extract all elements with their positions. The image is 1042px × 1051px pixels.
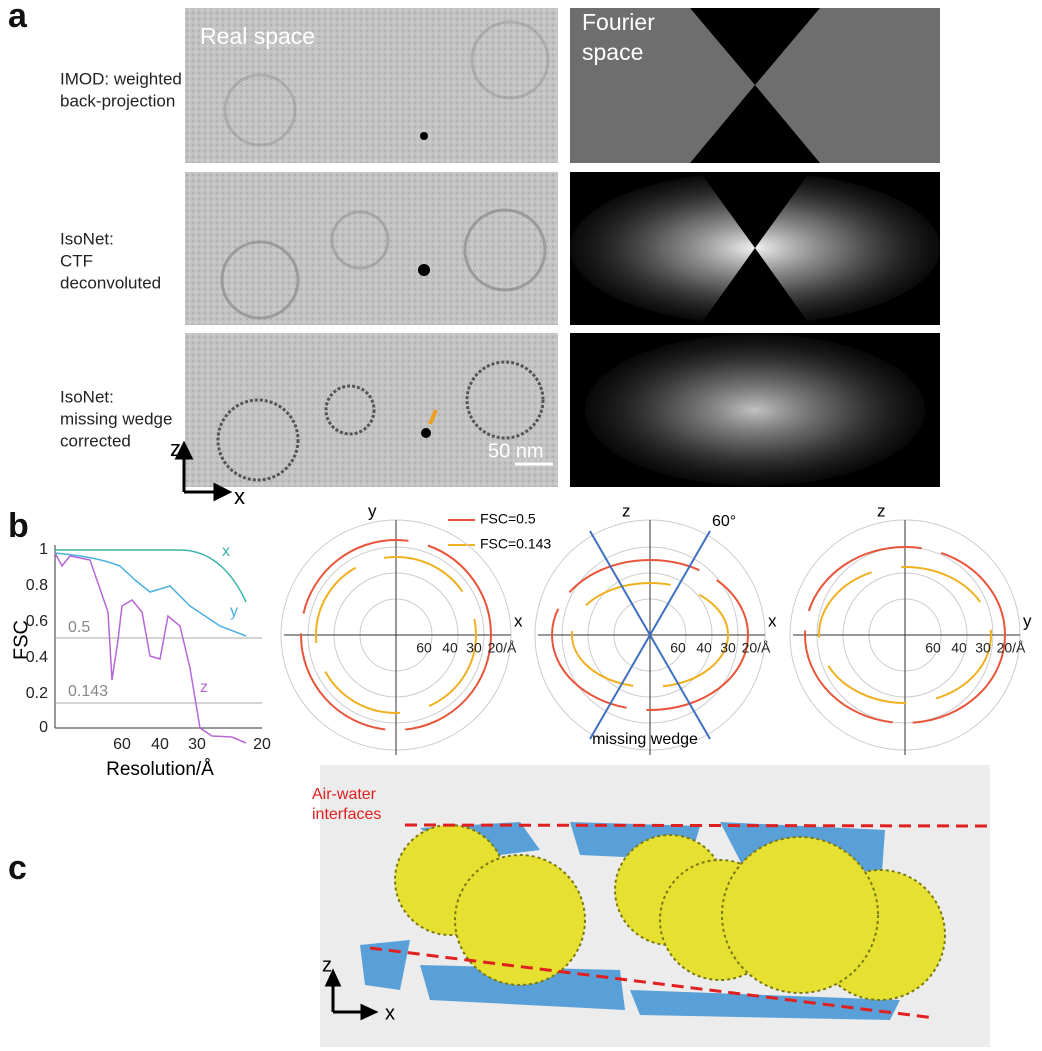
fsc-contour	[300, 539, 492, 731]
column-title: Real space	[200, 23, 315, 49]
x-tick-label: 20	[253, 736, 271, 753]
axis-arrows	[324, 968, 379, 1021]
threshold-label: 0.5	[68, 619, 90, 636]
panel-label: b	[8, 507, 29, 545]
ring-label: 30	[466, 640, 482, 656]
axis-title: Resolution/Å	[106, 759, 214, 780]
row-label: missing wedge	[60, 409, 172, 428]
y-tick-label: 0.8	[26, 577, 48, 594]
gold-bead	[420, 132, 428, 140]
tomogram-image	[185, 8, 558, 163]
column-title: space	[582, 39, 643, 65]
fsc-contour	[551, 559, 749, 711]
gold-bead	[421, 428, 431, 438]
ring-label: 60	[925, 640, 941, 656]
axis-label: x	[768, 611, 777, 630]
wedge-line	[589, 530, 711, 740]
fourier-images	[570, 8, 940, 487]
ring-label: 40	[442, 640, 458, 656]
legend-entry: FSC=0.143	[480, 536, 551, 552]
fsc-contour	[804, 546, 1006, 724]
panel-label: a	[8, 0, 28, 35]
annotation: interfaces	[312, 806, 381, 823]
x-tick-label: 40	[151, 736, 169, 753]
ring-label: 40	[696, 640, 712, 656]
ring-label: 20/Å	[997, 640, 1026, 656]
row-label: IMOD: weighted	[60, 69, 182, 88]
segmentation-render	[320, 765, 991, 1047]
axis-label: y	[1023, 611, 1032, 630]
axis-label: x	[514, 611, 523, 630]
real-space-images	[185, 8, 558, 487]
y-tick-label: 0.6	[26, 613, 48, 630]
fsc-contour	[315, 556, 477, 714]
arrow	[428, 409, 438, 425]
tomogram-image	[185, 333, 558, 487]
row-label: CTF	[60, 251, 93, 270]
curve-label: y	[230, 603, 238, 620]
fsc-contour	[571, 582, 729, 688]
note: missing wedge	[592, 731, 698, 748]
polar-plots: y x 60 40 30 20/Å 60° missing wedge z x 60 40 30 20/Å…	[280, 501, 1032, 755]
curve-label: x	[222, 543, 230, 560]
row-label: back-projection	[60, 91, 175, 110]
row-label: IsoNet:	[60, 229, 114, 248]
ring-label: 30	[720, 640, 736, 656]
y-tick-label: 0.4	[26, 649, 48, 666]
axis-arrows	[174, 440, 233, 502]
x-tick-label: 60	[113, 736, 131, 753]
axis-label: x	[234, 484, 245, 509]
axis-label: y	[368, 501, 377, 520]
annotation: Air-water	[312, 786, 377, 803]
ring-label: 20/Å	[488, 640, 517, 656]
y-tick-label: 0	[39, 719, 48, 736]
y-tick-label: 0.2	[26, 685, 48, 702]
angle-label: 60°	[712, 513, 736, 530]
row-label: IsoNet:	[60, 387, 114, 406]
ring-label: 60	[670, 640, 686, 656]
fsc-contour	[818, 566, 992, 704]
axis-label: z	[170, 436, 181, 461]
vesicles	[216, 20, 550, 482]
axis-label: z	[622, 501, 631, 520]
ring-label: 40	[951, 640, 967, 656]
column-title: Fourier	[582, 9, 655, 35]
axis-label: x	[385, 1002, 395, 1024]
panel-label: c	[8, 849, 27, 887]
axis-label: z	[877, 501, 886, 520]
ring-label: 60	[416, 640, 432, 656]
row-label: deconvoluted	[60, 273, 161, 292]
threshold-label: 0.143	[68, 683, 108, 700]
ring-label: 20/Å	[742, 640, 771, 656]
scale-bar-label: 50 nm	[488, 440, 544, 462]
fsc-plot	[54, 545, 262, 744]
axis-title: FSC	[10, 620, 32, 660]
y-tick-label: 1	[39, 541, 48, 558]
ring-label: 30	[975, 640, 991, 656]
curve-label: z	[200, 679, 208, 696]
tomogram-image	[185, 172, 558, 325]
gold-bead	[418, 264, 430, 276]
axis-label: z	[322, 954, 332, 976]
row-label: corrected	[60, 431, 131, 450]
legend-entry: FSC=0.5	[480, 511, 536, 527]
x-tick-label: 30	[188, 736, 206, 753]
